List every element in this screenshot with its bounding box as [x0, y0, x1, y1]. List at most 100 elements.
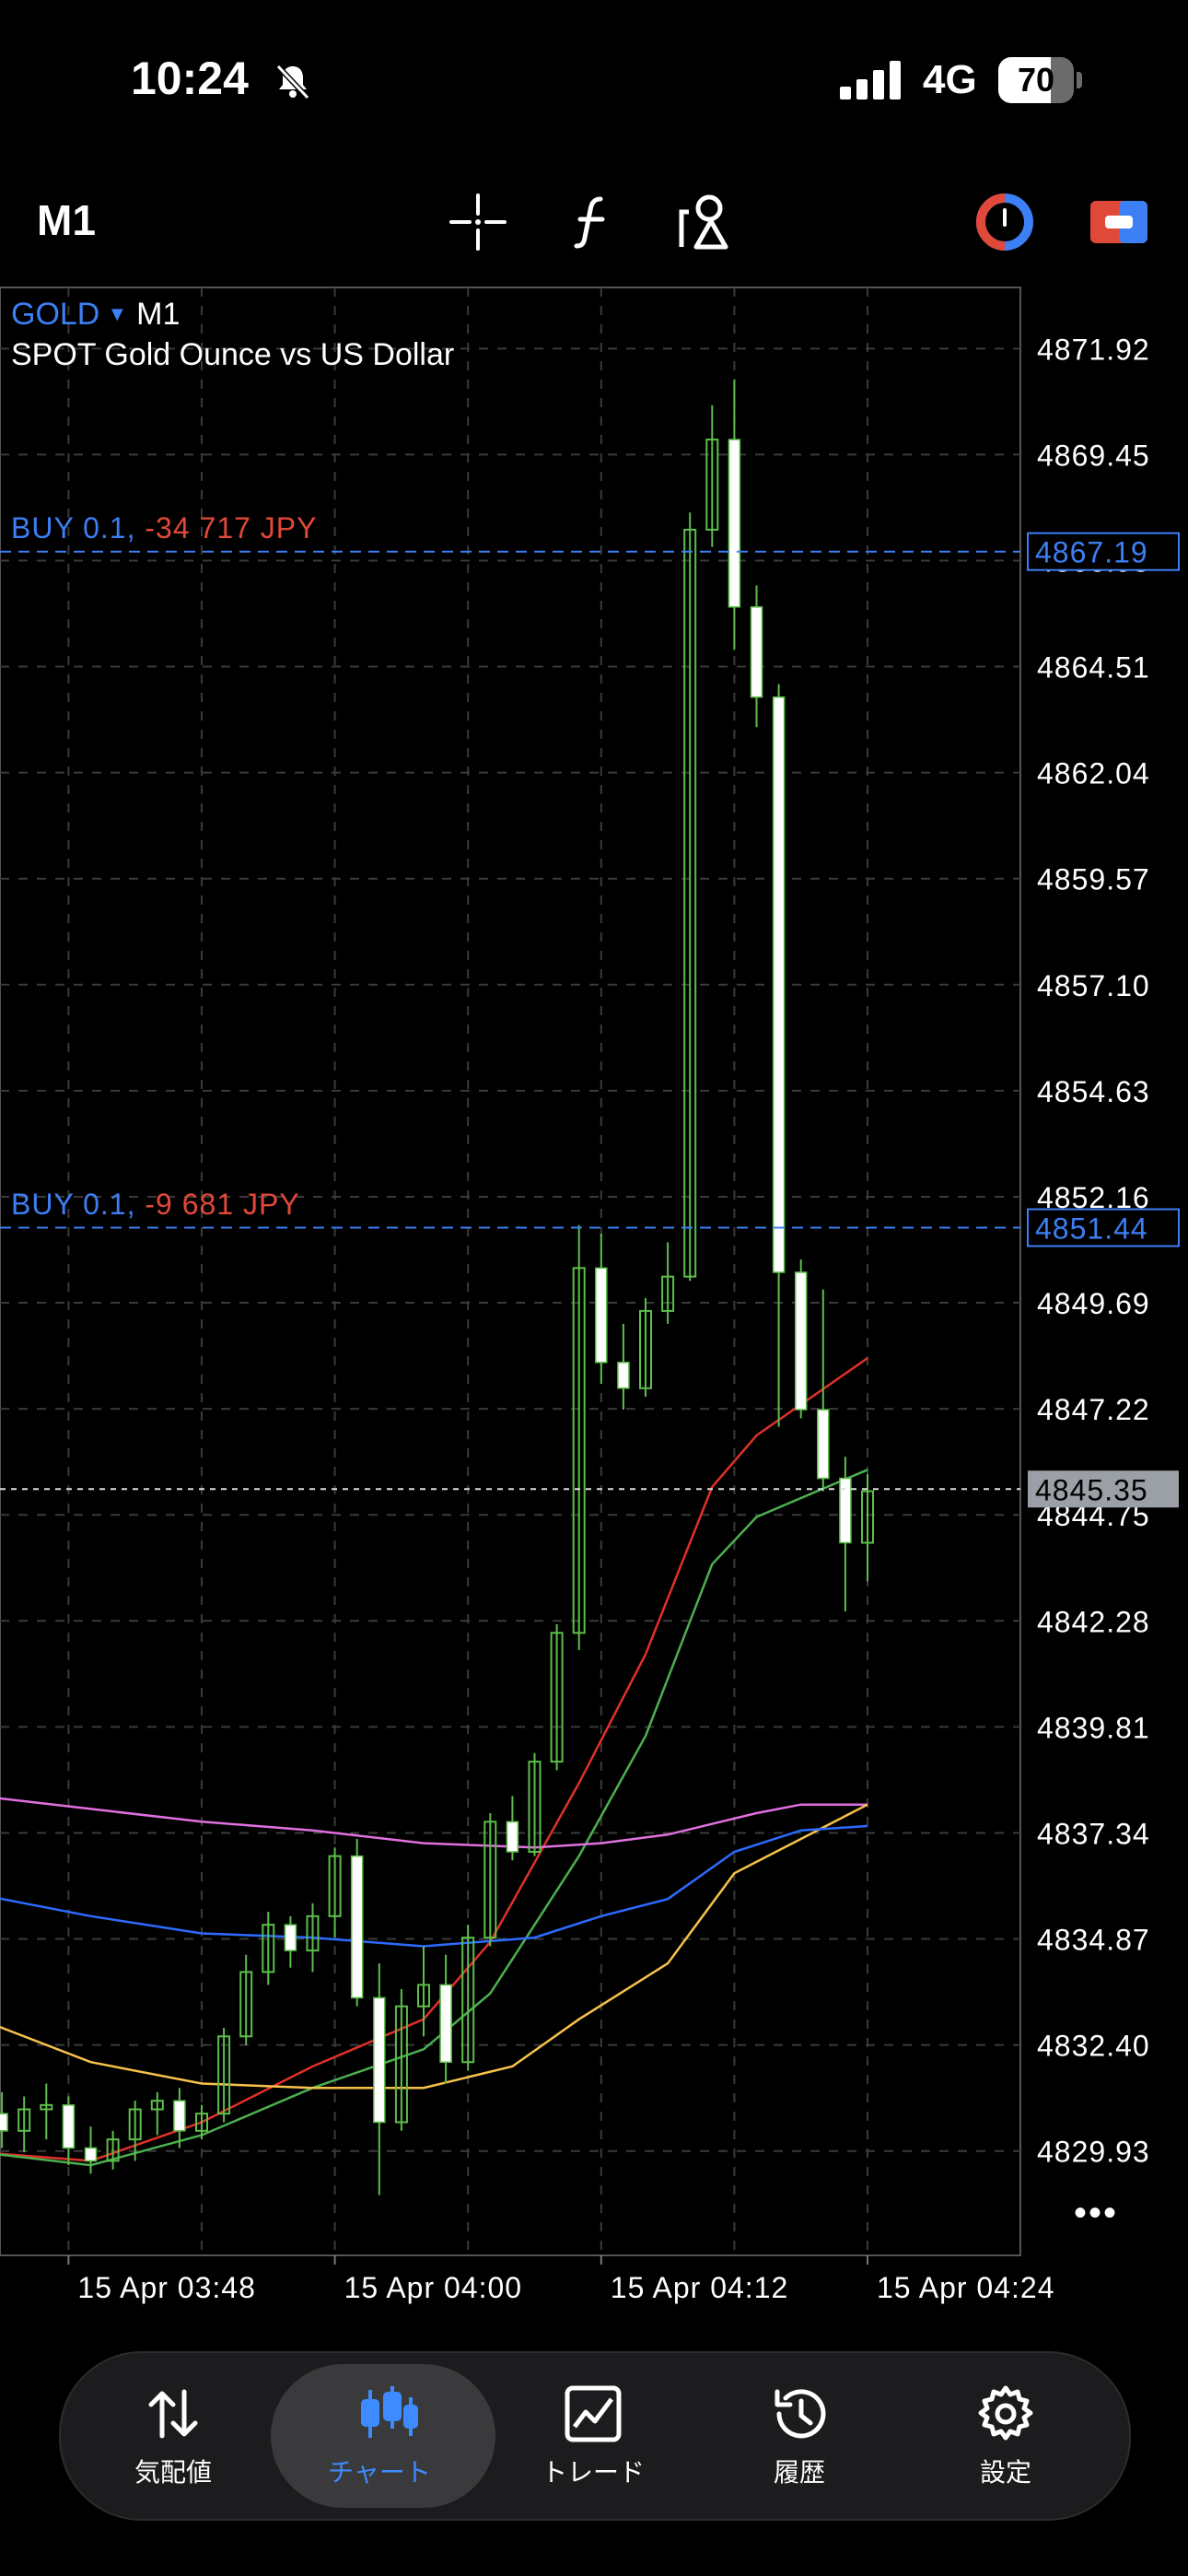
x-tick-label: 15 Apr 04:24 — [877, 2271, 1054, 2304]
candle-body-bull — [394, 2005, 408, 2124]
tab-trade[interactable]: トレード — [481, 2353, 693, 2519]
candle-body-bear — [506, 1821, 519, 1853]
tab-history[interactable]: 履歴 — [687, 2353, 899, 2519]
y-tick-label: 4869.45 — [1037, 439, 1150, 472]
ma-magenta-line — [0, 1797, 868, 1849]
candle-body-bear — [595, 1267, 608, 1364]
x-tick-label: 15 Apr 04:00 — [344, 2271, 522, 2304]
candle-body-bear — [350, 1855, 364, 1999]
tab-label: 設定 — [979, 2458, 1031, 2487]
y-tick-label: 4829.93 — [1037, 2136, 1150, 2169]
y-tick-label: 4857.10 — [1037, 969, 1150, 1002]
position-label[interactable]: BUY 0.1, -9 681 JPY — [11, 1188, 300, 1222]
battery-level: 70 — [1017, 61, 1055, 99]
candle-body-bear — [373, 1996, 386, 2124]
quotes-arrows-icon — [148, 2389, 198, 2439]
current-price-box — [1028, 1470, 1179, 1508]
position-type: BUY 0.1, — [11, 1187, 136, 1221]
network-type: 4G — [923, 57, 977, 102]
x-tick-label: 15 Apr 03:48 — [77, 2271, 255, 2304]
status-bar: 10:24 4G 70 — [0, 0, 1188, 157]
symbol-dropdown-icon[interactable]: ▼ — [107, 302, 128, 325]
y-tick-label: 4862.04 — [1037, 757, 1150, 790]
candle-body-bull — [17, 2108, 31, 2132]
trade-chart-icon — [565, 2385, 622, 2442]
more-options-icon[interactable]: ••• — [1074, 2193, 1119, 2233]
y-tick-label: 4832.40 — [1037, 2030, 1150, 2063]
candle-body-bear — [794, 1271, 808, 1411]
candle-body-bear — [750, 606, 763, 698]
chart-canvas[interactable]: 4871.924869.454866.984864.514862.044859.… — [0, 286, 1188, 2313]
candle-body-bull — [705, 439, 719, 531]
tab-quotes[interactable]: 気配値 — [61, 2353, 273, 2519]
candle-body-bull — [195, 2113, 208, 2132]
tab-settings[interactable]: 設定 — [893, 2353, 1105, 2519]
status-time: 10:24 — [131, 53, 249, 104]
candle-body-bear — [284, 1924, 297, 1951]
position-type: BUY 0.1, — [11, 510, 136, 544]
trade-panel-icon[interactable] — [1087, 190, 1151, 254]
y-tick-label: 4864.51 — [1037, 651, 1150, 685]
candle-body-bull — [239, 1971, 253, 2038]
candle-body-bear — [62, 2104, 76, 2149]
candle-body-bull — [661, 1275, 675, 1312]
tab-label: 履歴 — [773, 2458, 825, 2487]
history-clock-icon — [775, 2389, 826, 2439]
battery-fill — [998, 57, 1052, 103]
y-tick-label: 4871.92 — [1037, 333, 1150, 366]
candle-body-bull — [417, 1984, 430, 2008]
y-tick-label: 4849.69 — [1037, 1287, 1150, 1320]
candle-body-bear — [439, 1984, 452, 2063]
chart-timeframe: M1 — [136, 297, 181, 332]
position-price-box — [1027, 532, 1180, 571]
indicators-function-icon[interactable] — [560, 190, 624, 254]
candle-body-bear — [84, 2147, 98, 2162]
candle-body-bull — [262, 1924, 275, 1973]
position-profit: -34 717 JPY — [145, 510, 318, 544]
tab-label: チャート — [328, 2458, 431, 2487]
candles-group — [0, 379, 874, 2195]
position-price-label: 4851.44 — [1035, 1212, 1148, 1246]
candle-body-bull — [40, 2103, 53, 2111]
price-chart[interactable]: 4871.924869.454866.984864.514862.044859.… — [0, 286, 1188, 2313]
current-price-label: 4845.35 — [1035, 1473, 1148, 1506]
candle-body-bull — [106, 2138, 120, 2162]
position-price-box — [1027, 1208, 1180, 1247]
candle-body-bear — [817, 1409, 830, 1480]
cellular-signal-icon — [840, 61, 901, 100]
crosshair-icon[interactable] — [446, 190, 510, 254]
candle-body-bull — [528, 1761, 542, 1853]
settings-gear-icon — [978, 2385, 1033, 2441]
candle-body-bull — [861, 1490, 874, 1544]
y-tick-label: 4837.34 — [1037, 1817, 1150, 1850]
candle-body-bull — [150, 2100, 164, 2111]
tab-label: 気配値 — [134, 2458, 212, 2487]
chart-frame — [0, 287, 1021, 2256]
bell-muted-icon — [275, 64, 310, 100]
candle-body-bear — [839, 1477, 852, 1544]
chart-symbol-line[interactable]: GOLD ▼ M1 — [11, 297, 180, 333]
position-profit: -9 681 JPY — [145, 1187, 300, 1221]
position-label[interactable]: BUY 0.1, -34 717 JPY — [11, 511, 317, 545]
tab-chart[interactable]: チャート — [267, 2353, 495, 2519]
candle-body-bear — [772, 696, 786, 1273]
y-tick-label: 4847.22 — [1037, 1393, 1150, 1426]
candle-body-bull — [550, 1632, 564, 1763]
y-tick-label: 4839.81 — [1037, 1711, 1150, 1744]
symbol-description: SPOT Gold Ounce vs US Dollar — [11, 337, 455, 372]
candle-body-bull — [683, 528, 697, 1278]
y-tick-label: 4854.63 — [1037, 1075, 1150, 1108]
one-click-trading-icon[interactable] — [973, 190, 1037, 254]
x-tick-label: 15 Apr 04:12 — [611, 2271, 788, 2304]
symbol-name[interactable]: GOLD — [11, 297, 100, 332]
candle-body-bear — [617, 1362, 630, 1389]
ma-blue-line — [0, 1824, 868, 1948]
candle-body-bear — [728, 439, 741, 608]
objects-shapes-icon[interactable] — [674, 190, 739, 254]
candle-body-bull — [217, 2035, 231, 2115]
bottom-tab-bar: 気配値 チャート トレード 履歴 — [59, 2351, 1131, 2521]
candle-body-bull — [128, 2108, 142, 2141]
ma-green-line — [0, 1469, 868, 2167]
timeframe-button[interactable]: M1 — [37, 196, 96, 244]
candle-body-bear — [0, 2113, 8, 2132]
